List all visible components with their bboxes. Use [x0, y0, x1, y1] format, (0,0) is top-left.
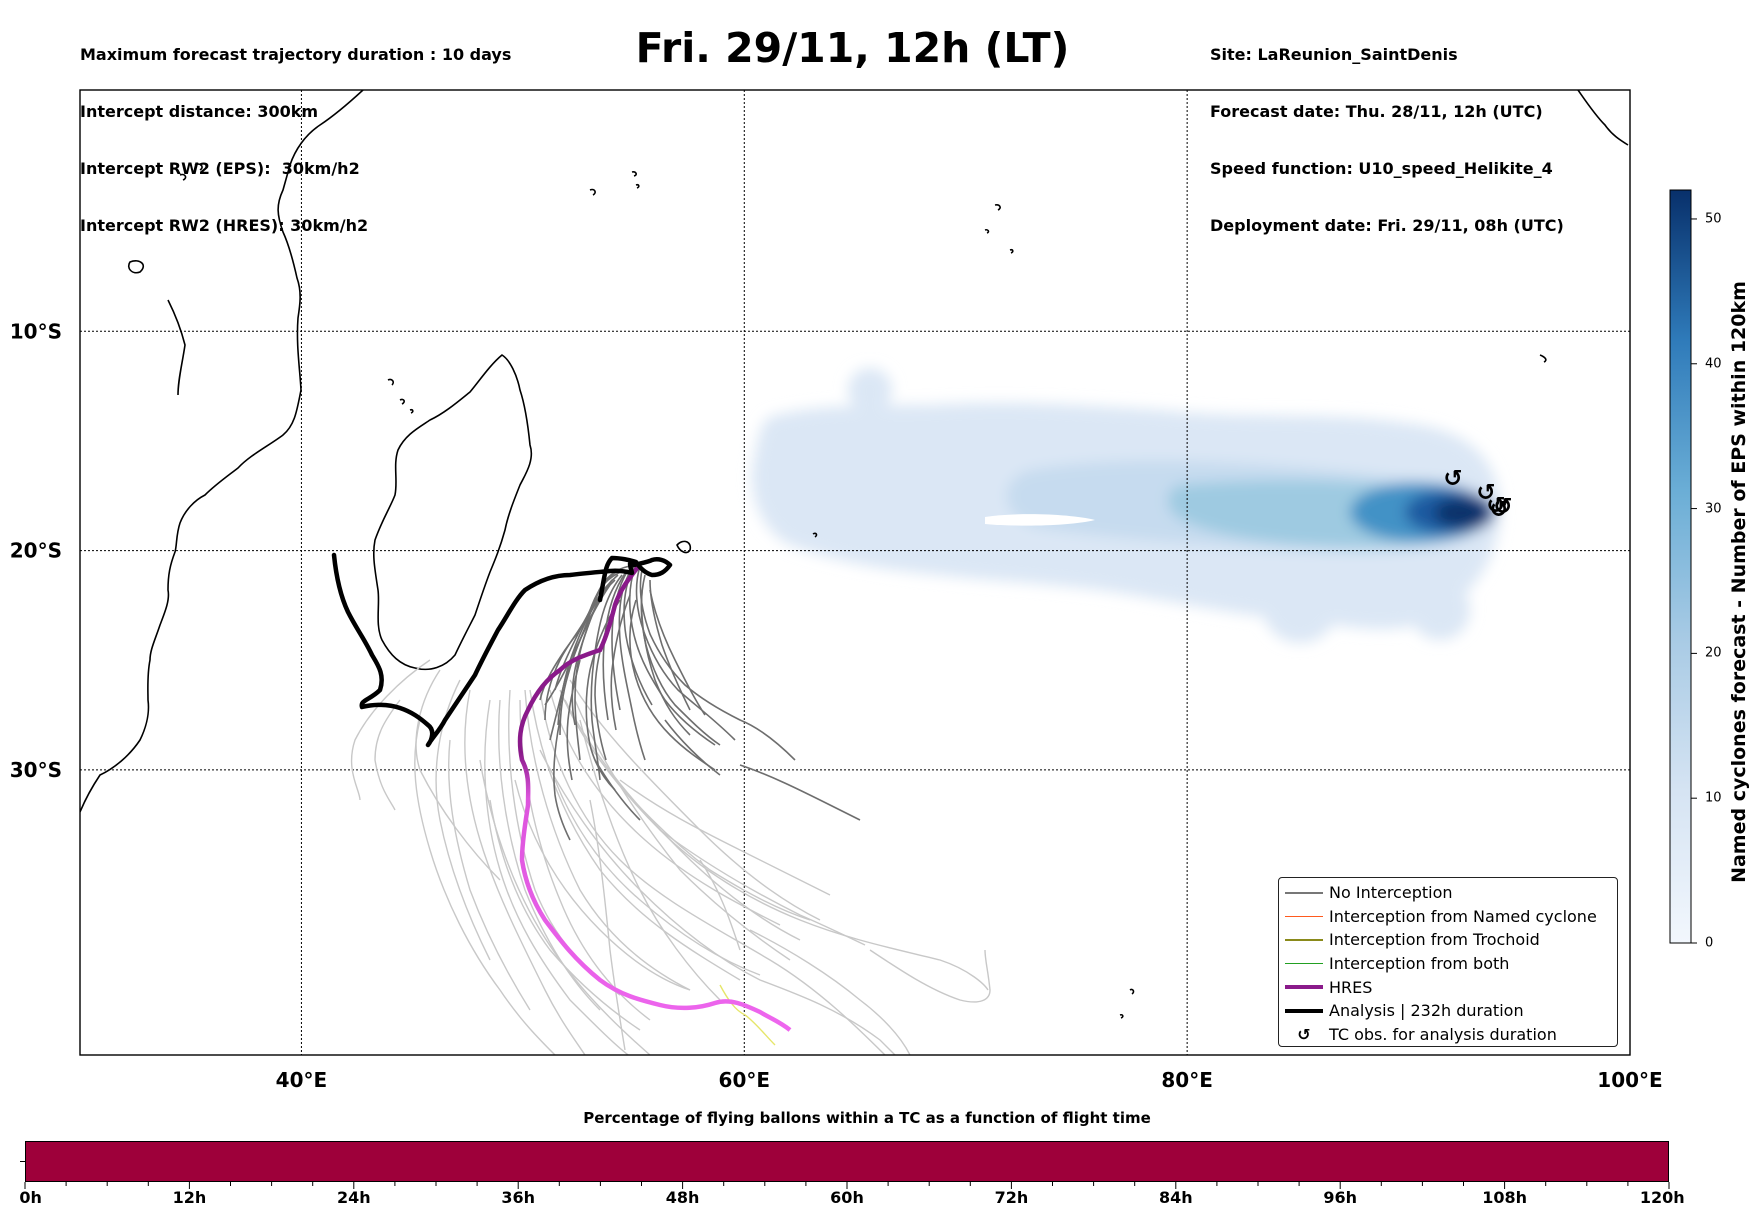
param-line: Intercept RW2 (EPS): 30km/h2: [80, 159, 360, 178]
lat-tick-label: 10°S: [10, 319, 62, 343]
analysis-trajectory: [331, 552, 673, 748]
lat-tick-label: 30°S: [10, 758, 62, 782]
legend-line: [1285, 962, 1323, 965]
colorbar-tick-label: 0: [1705, 935, 1714, 951]
africa-coast: [80, 90, 364, 813]
legend-key: [1279, 962, 1329, 965]
mascarene-islands: [676, 532, 818, 554]
legend-line: [1285, 915, 1323, 918]
colorbar-tick-label: 50: [1705, 211, 1722, 227]
legend-item: HRES: [1279, 975, 1617, 999]
legend-item: ↺ TC obs. for analysis duration: [1279, 1023, 1617, 1047]
colorbar-tick-label: 30: [1705, 501, 1722, 517]
trochoid-trajectory: [719, 984, 776, 1046]
tc-obs-icon: ↺: [1443, 466, 1462, 492]
flight-bar-tick-label: 72h: [994, 1188, 1029, 1207]
forecast-parameters: Maximum forecast trajectory duration : 1…: [80, 7, 511, 254]
hres-trajectory: [517, 565, 792, 1032]
tc-obs-icon: ↺: [1297, 1024, 1311, 1044]
legend-label: Interception from Trochoid: [1329, 930, 1540, 950]
axis-tick-labels: 40°E 60°E 80°E 100°E 10°S 20°S 30°S: [10, 319, 1663, 1092]
legend-line: [1285, 985, 1323, 990]
density-colorbar: [1669, 189, 1692, 944]
flight-time-bar: [25, 1141, 1669, 1182]
forecast-date-line: Forecast date: Thu. 28/11, 12h (UTC): [1210, 102, 1543, 121]
eps-trajectories-no-interception: [539, 564, 861, 841]
chagos-islands: [984, 204, 1014, 254]
colorbar-title: Named cyclones forecast - Number of EPS …: [1728, 281, 1750, 883]
east-islands: [1119, 90, 1629, 1019]
tc-obs-icon: ↺: [1476, 480, 1495, 506]
speed-function-line: Speed function: U10_speed_Helikite_4: [1210, 159, 1553, 178]
legend-key: [1279, 892, 1329, 894]
comoros-islands: [387, 378, 414, 414]
flight-bar-tick-label: 0h: [19, 1188, 42, 1207]
legend-key: [1279, 915, 1329, 918]
legend-item: Analysis | 232h duration: [1279, 999, 1617, 1023]
colorbar-ticks: [1691, 218, 1697, 944]
tc-obs-icon: ↺: [1486, 493, 1505, 519]
colorbar-tick-label: 10: [1705, 790, 1722, 806]
param-line: Intercept RW2 (HRES): 30km/h2: [80, 216, 369, 235]
legend-key: [1279, 985, 1329, 990]
flight-bar-tick-label: 60h: [830, 1188, 864, 1207]
legend-label: HRES: [1329, 977, 1373, 997]
lon-tick-label: 100°E: [1597, 1068, 1662, 1092]
legend-item: Interception from Named cyclone: [1279, 905, 1617, 929]
flight-bar-tick-label: 84h: [1158, 1188, 1193, 1207]
tc-obs-icon: ↺: [1489, 497, 1508, 523]
lon-tick-label: 60°E: [719, 1068, 771, 1092]
legend-label: TC obs. for analysis duration: [1329, 1024, 1557, 1044]
lon-tick-label: 40°E: [276, 1068, 328, 1092]
flight-bar-tick-label: 120h: [1639, 1188, 1685, 1207]
map-title: Fri. 29/11, 12h (LT): [635, 24, 1070, 72]
map-frame: [79, 89, 1631, 1056]
colorbar-tick-label: 40: [1705, 356, 1722, 372]
legend-line: [1285, 892, 1323, 894]
flight-bar-tick-label: 108h: [1482, 1188, 1527, 1207]
flight-bar-tick-label: 24h: [336, 1188, 371, 1207]
lat-tick-label: 20°S: [10, 539, 62, 563]
tc-obs-icon: ↺: [1493, 494, 1512, 520]
cyclone-density-field: [751, 368, 1500, 643]
legend-key: ↺: [1279, 1025, 1329, 1044]
madagascar-coast: [372, 354, 533, 671]
coastlines: [80, 90, 1629, 1019]
legend: No Interception Interception from Named c…: [1278, 877, 1618, 1047]
site-line: Site: LaReunion_SaintDenis: [1210, 45, 1458, 64]
legend-item: Interception from Trochoid: [1279, 928, 1617, 952]
legend-key: [1279, 1008, 1329, 1013]
legend-item: Interception from both: [1279, 952, 1617, 976]
legend-label: Interception from both: [1329, 954, 1510, 974]
param-line: Maximum forecast trajectory duration : 1…: [80, 45, 512, 64]
flight-bar-tick-label: 12h: [172, 1188, 207, 1207]
deployment-date-line: Deployment date: Fri. 29/11, 08h (UTC): [1210, 216, 1564, 235]
legend-line: [1285, 1008, 1323, 1013]
legend-line: [1285, 939, 1323, 941]
legend-item: No Interception: [1279, 881, 1617, 905]
seychelles-islands: [589, 171, 640, 196]
flight-bar-title: Percentage of flying ballons within a TC…: [583, 1109, 1151, 1127]
colorbar-tick-label: 20: [1705, 645, 1722, 661]
legend-label: Interception from Named cyclone: [1329, 906, 1597, 926]
legend-label: No Interception: [1329, 883, 1453, 903]
lon-tick-label: 80°E: [1161, 1068, 1213, 1092]
site-info: Site: LaReunion_SaintDenis Forecast date…: [1210, 7, 1564, 254]
horn-islands: [127, 163, 203, 396]
flight-bar-tick-label: 48h: [665, 1188, 700, 1207]
flight-bar-tick-label: 96h: [1323, 1188, 1358, 1207]
legend-key: [1279, 939, 1329, 941]
legend-label: Analysis | 232h duration: [1329, 1001, 1524, 1021]
tc-observation-markers: ↺ ↺ ↺ ↺ ↺: [1443, 466, 1512, 523]
param-line: Intercept distance: 300km: [80, 102, 319, 121]
flight-bar-tick-label: 36h: [501, 1188, 536, 1207]
